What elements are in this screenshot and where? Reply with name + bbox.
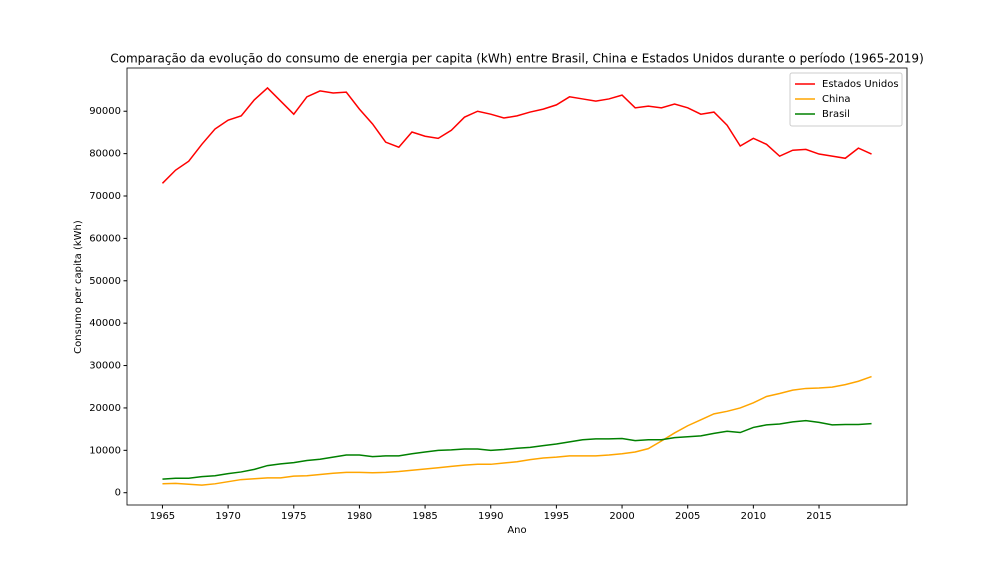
y-tick-label: 0	[115, 488, 121, 499]
x-tick-label: 1970	[215, 511, 240, 522]
x-tick-label: 2015	[806, 511, 831, 522]
y-tick-label: 70000	[89, 191, 121, 202]
y-tick-label: 10000	[89, 445, 121, 456]
x-tick-label: 1965	[150, 511, 175, 522]
x-tick-label: 1985	[412, 511, 437, 522]
legend-box	[789, 72, 903, 127]
x-tick-label: 2005	[675, 511, 700, 522]
x-axis-label: Ano	[507, 525, 526, 536]
y-tick-label: 60000	[89, 233, 121, 244]
legend-label: Brasil	[822, 109, 850, 120]
legend: Estados Unidos China Brasil	[789, 72, 903, 127]
legend-label: Estados Unidos	[822, 79, 899, 90]
plot-frame	[126, 67, 908, 506]
y-axis-label: Consumo per capita (kWh)	[73, 220, 84, 354]
x-tick-label: 2000	[609, 511, 634, 522]
x-tick-label: 1995	[544, 511, 569, 522]
y-tick-label: 40000	[89, 318, 121, 329]
x-tick-label: 1990	[478, 511, 503, 522]
y-tick-label: 90000	[89, 106, 121, 117]
x-tick-label: 1980	[347, 511, 372, 522]
chart-title: Comparação da evolução do consumo de ene…	[110, 52, 924, 66]
series-line	[162, 419, 872, 480]
legend-label: China	[822, 94, 851, 105]
y-tick-label: 20000	[89, 403, 121, 414]
x-tick-label: 1975	[281, 511, 306, 522]
y-tick-label: 30000	[89, 361, 121, 372]
y-tick-label: 50000	[89, 276, 121, 287]
series-line	[162, 375, 872, 486]
y-tick-label: 80000	[89, 149, 121, 160]
series-line	[161, 86, 872, 184]
x-tick-label: 2010	[741, 511, 766, 522]
